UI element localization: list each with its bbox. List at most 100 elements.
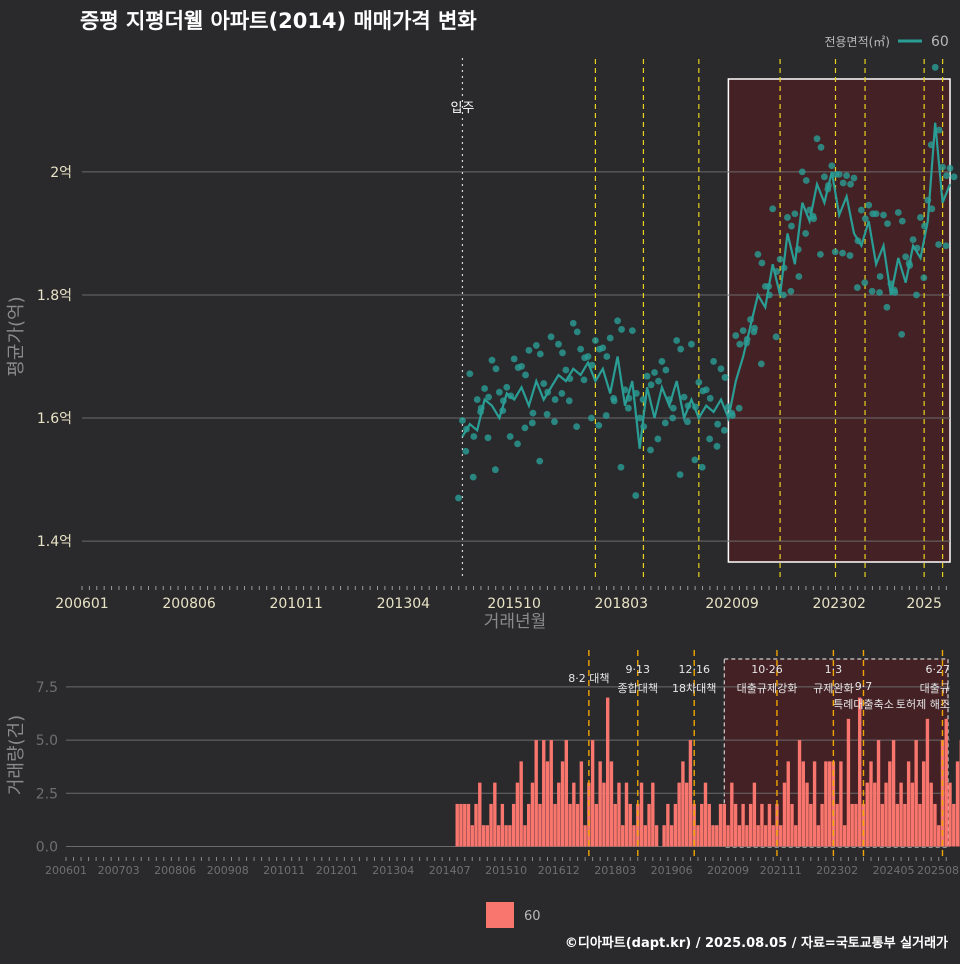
volume-bar [956,761,959,846]
volume-bar [576,804,579,847]
volume-bar [824,761,827,846]
volume-bar [888,761,891,846]
data-point [736,405,743,412]
x-tick-label: 2025 [906,596,942,612]
data-point [655,378,662,385]
volume-bar [884,783,887,847]
data-point [840,180,847,187]
data-point [496,389,503,396]
footer-credit: ©디아파트(dapt.kr) / 2025.08.05 / 자료=국토교통부 실… [565,935,948,951]
volume-bar [674,804,677,847]
data-point [536,458,543,465]
x-tick-label-volume: 200908 [207,864,249,877]
x-tick-label-volume: 201510 [485,864,527,877]
volume-bar [565,740,568,846]
data-point [677,346,684,353]
data-point [551,418,558,425]
volume-bar [501,804,504,847]
volume-bar [617,783,620,847]
data-point [474,396,481,403]
volume-bar [508,825,511,846]
volume-bar [929,783,932,847]
data-point [555,341,562,348]
volume-bar [583,825,586,846]
volume-bar [764,825,767,846]
data-point [529,420,536,427]
legend-bar-swatch [486,902,514,928]
data-point [603,412,610,419]
volume-bar [512,804,515,847]
data-point [847,181,854,188]
data-point [836,171,843,178]
data-point [530,410,537,417]
data-point [618,464,625,471]
data-point [902,253,909,260]
event-label: 12·16 [678,663,710,676]
data-point [943,172,950,179]
volume-bar [670,825,673,846]
data-point [618,326,625,333]
volume-bar [542,740,545,846]
volume-bar [858,698,861,847]
x-tick-label-volume: 201803 [594,864,636,877]
data-point [595,422,602,429]
volume-bar [606,698,609,847]
data-point [910,236,917,243]
event-label: 9·7 [855,680,873,693]
event-label: 10·26 [751,663,783,676]
y-tick-label-volume: 7.5 [36,680,58,696]
data-point [552,396,559,403]
volume-bar [519,761,522,846]
volume-bar [851,804,854,847]
data-point [559,349,566,356]
volume-bar [640,783,643,847]
data-point [670,405,677,412]
volume-bar [896,804,899,847]
data-point [574,328,581,335]
data-point [588,415,595,422]
legend-title: 전용면적(㎡) [824,35,890,49]
volume-bar [802,761,805,846]
volume-bar [756,825,759,846]
data-point [802,230,809,237]
data-point [869,288,876,295]
data-point [585,353,592,360]
x-tick-label-volume: 201407 [429,864,471,877]
data-point [714,421,721,428]
volume-bar [561,761,564,846]
data-point [736,341,743,348]
volume-bar [651,783,654,847]
volume-bar [820,804,823,847]
volume-bar [760,804,763,847]
data-point [522,372,529,379]
volume-bar [568,804,571,847]
data-point [489,357,496,364]
data-point [773,333,780,340]
data-point [537,351,544,358]
volume-bar [798,740,801,846]
data-point [544,411,551,418]
data-point [581,376,588,383]
x-tick-label-volume: 202302 [816,864,858,877]
data-point [558,390,565,397]
volume-bar [711,825,714,846]
volume-bar [726,825,729,846]
event-label: 8·2 대책 [568,672,609,685]
data-point [455,495,462,502]
data-point [493,365,500,372]
data-point [695,379,702,386]
volume-bar [952,804,955,847]
volume-bar [926,719,929,847]
data-point [684,418,691,425]
volume-bar [610,761,613,846]
volume-bar [719,804,722,847]
x-tick-label-volume: 201906 [651,864,693,877]
volume-bar [655,825,658,846]
data-point [514,440,521,447]
volume-bar [598,761,601,846]
volume-bar [614,804,617,847]
volume-bar [918,804,921,847]
event-label: 9·13 [626,663,651,676]
data-point [795,273,802,280]
data-point [817,251,824,258]
